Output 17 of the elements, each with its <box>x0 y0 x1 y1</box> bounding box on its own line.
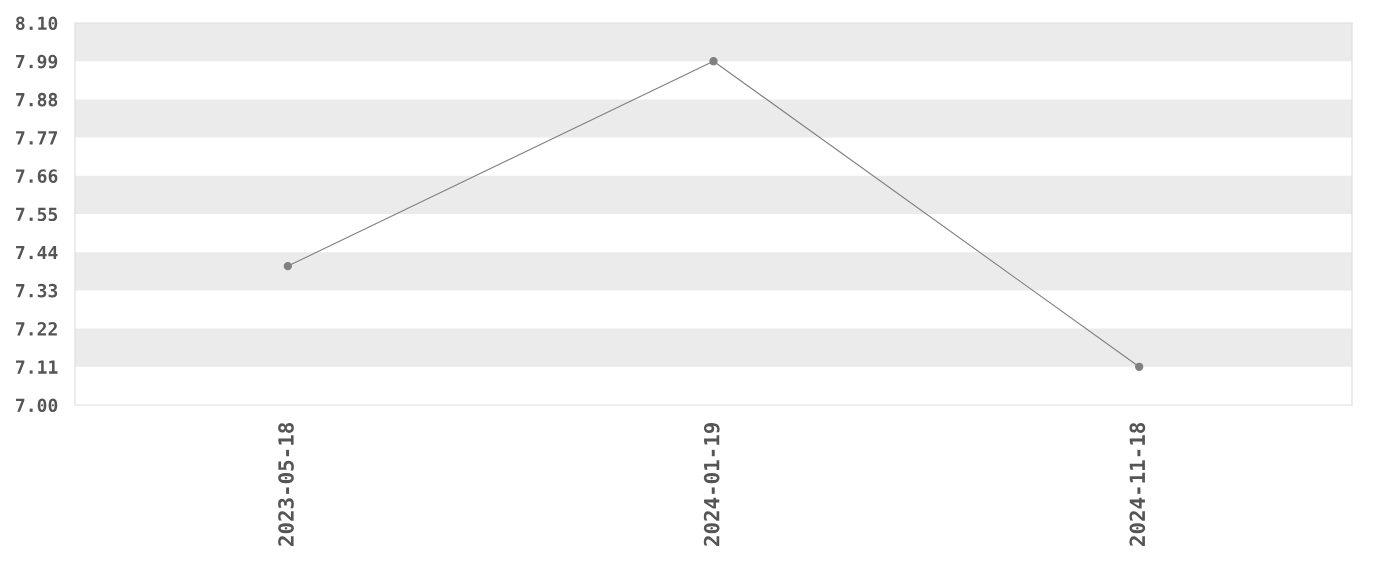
y-tick-label: 7.44 <box>16 245 58 260</box>
point <box>709 57 718 66</box>
y-tick-label: 7.33 <box>16 283 58 298</box>
y-tick-label: 7.22 <box>16 322 57 336</box>
y-tick-label: 8.10 <box>15 16 58 31</box>
x-tick-label: 2024-11-18 <box>1129 422 1146 546</box>
point <box>283 261 293 271</box>
y-tick-label: 7.66 <box>16 169 58 183</box>
x-tick-label: 2024-01-19 <box>703 422 720 546</box>
y-tick-label: 7.99 <box>16 54 58 69</box>
x-tick-label: 2023-05-18 <box>278 422 294 546</box>
y-tick-label: 7.77 <box>16 131 57 145</box>
y-tick-label: 7.88 <box>16 92 58 107</box>
y-tick-label: 7.00 <box>16 398 58 413</box>
y-tick-label: 7.55 <box>16 207 58 222</box>
point <box>1134 362 1144 371</box>
y-tick-label: 7.11 <box>16 360 58 374</box>
